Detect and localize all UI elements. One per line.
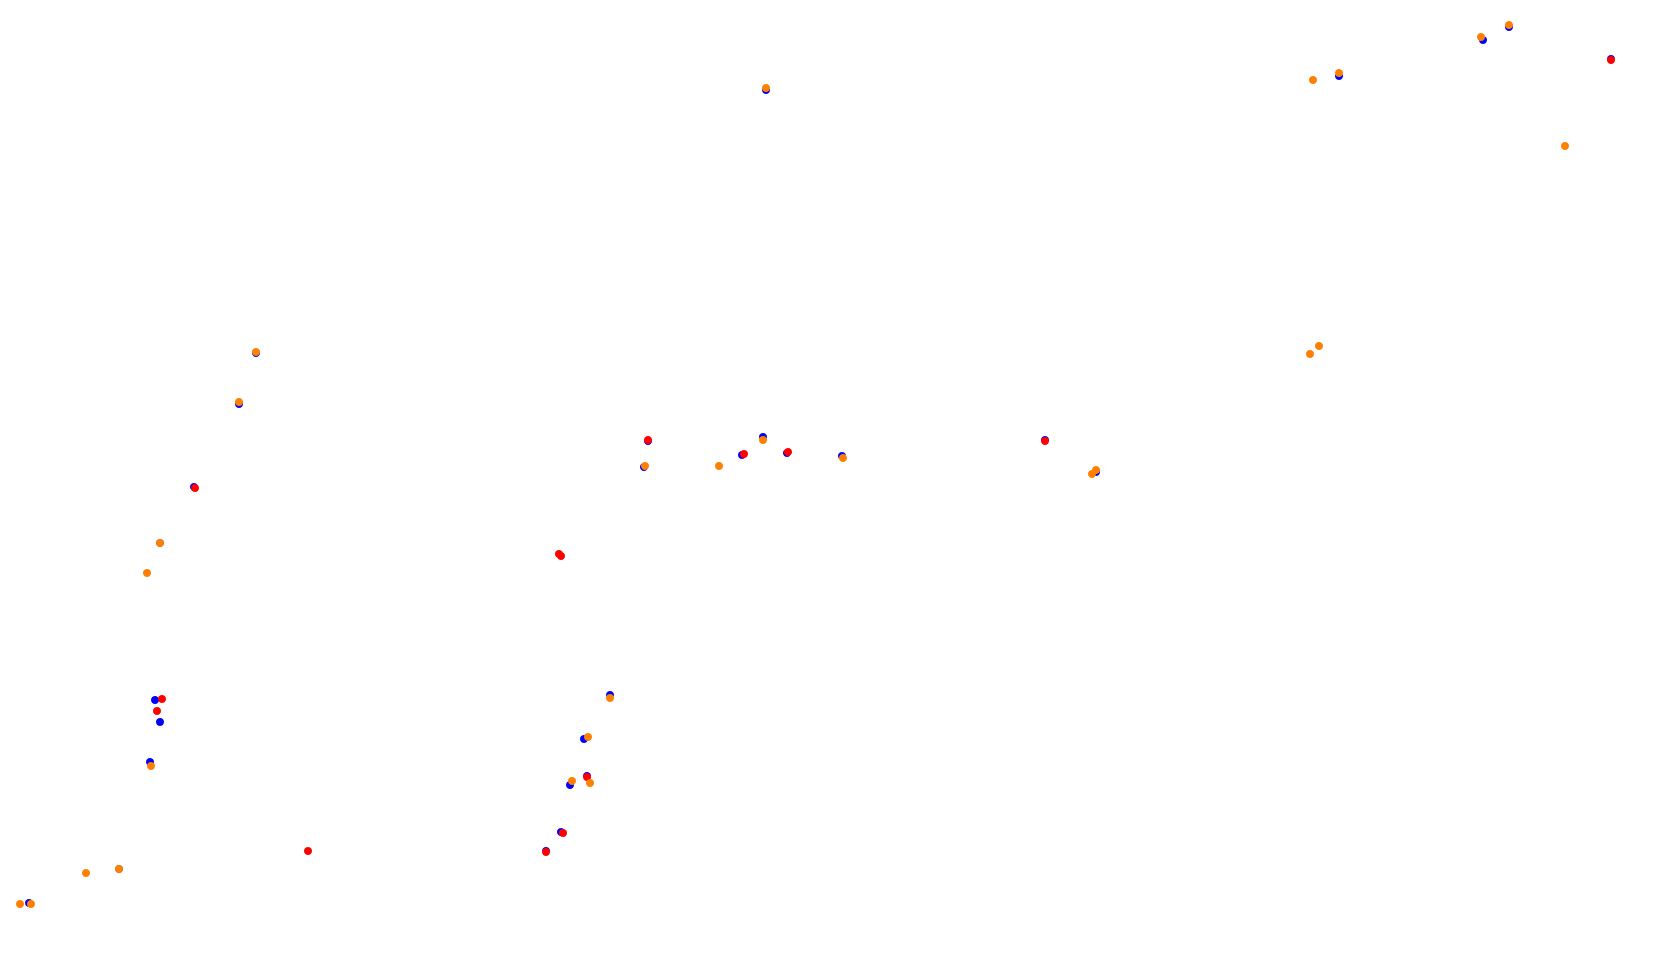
scatter-point-s0-4 (156, 718, 164, 726)
scatter-point-s1-10 (784, 448, 792, 456)
scatter-point-s1-3 (191, 484, 199, 492)
scatter-point-s2-9 (568, 777, 576, 785)
scatter-point-s2-7 (235, 398, 243, 406)
scatter-point-s2-6 (156, 539, 164, 547)
scatter-point-s1-7 (583, 773, 591, 781)
scatter-point-s2-17 (762, 84, 770, 92)
scatter-point-s2-16 (839, 454, 847, 462)
scatter-point-s1-8 (644, 436, 652, 444)
scatter-point-s2-8 (252, 348, 260, 356)
scatter-point-s1-2 (158, 695, 166, 703)
scatter-point-s2-26 (1561, 142, 1569, 150)
scatter-point-s2-5 (147, 762, 155, 770)
scatter-point-s1-13 (557, 552, 565, 560)
scatter-point-s2-25 (1505, 21, 1513, 29)
scatter-series-1 (153, 56, 1615, 856)
scatter-point-s1-9 (740, 450, 748, 458)
scatter-point-s2-10 (586, 779, 594, 787)
scatter-point-s2-0 (16, 900, 24, 908)
scatter-point-s1-1 (153, 707, 161, 715)
scatter-point-s2-12 (606, 694, 614, 702)
scatter-point-s2-14 (715, 462, 723, 470)
scatter-point-s1-6 (559, 829, 567, 837)
scatter-point-s0-3 (151, 696, 159, 704)
scatter-point-s2-3 (115, 865, 123, 873)
scatter-point-s2-20 (1306, 350, 1314, 358)
scatter-point-s2-11 (584, 733, 592, 741)
scatter-point-s2-23 (1335, 69, 1343, 77)
scatter-point-s2-22 (1309, 76, 1317, 84)
scatter-point-s2-4 (143, 569, 151, 577)
scatter-point-s1-5 (542, 848, 550, 856)
scatter-point-s2-15 (759, 436, 767, 444)
scatter-point-s1-0 (304, 847, 312, 855)
scatter-point-s2-1 (27, 900, 35, 908)
scatter-point-s1-11 (1041, 437, 1049, 445)
scatter-point-s2-21 (1315, 342, 1323, 350)
scatter-point-s2-24 (1477, 33, 1485, 41)
scatter-series-0 (25, 23, 1615, 907)
scatter-point-s1-12 (1607, 56, 1615, 64)
scatter-point-s2-13 (641, 462, 649, 470)
scatter-point-s2-2 (82, 869, 90, 877)
scatter-point-s2-19 (1092, 466, 1100, 474)
scatter-series-2 (16, 21, 1569, 908)
